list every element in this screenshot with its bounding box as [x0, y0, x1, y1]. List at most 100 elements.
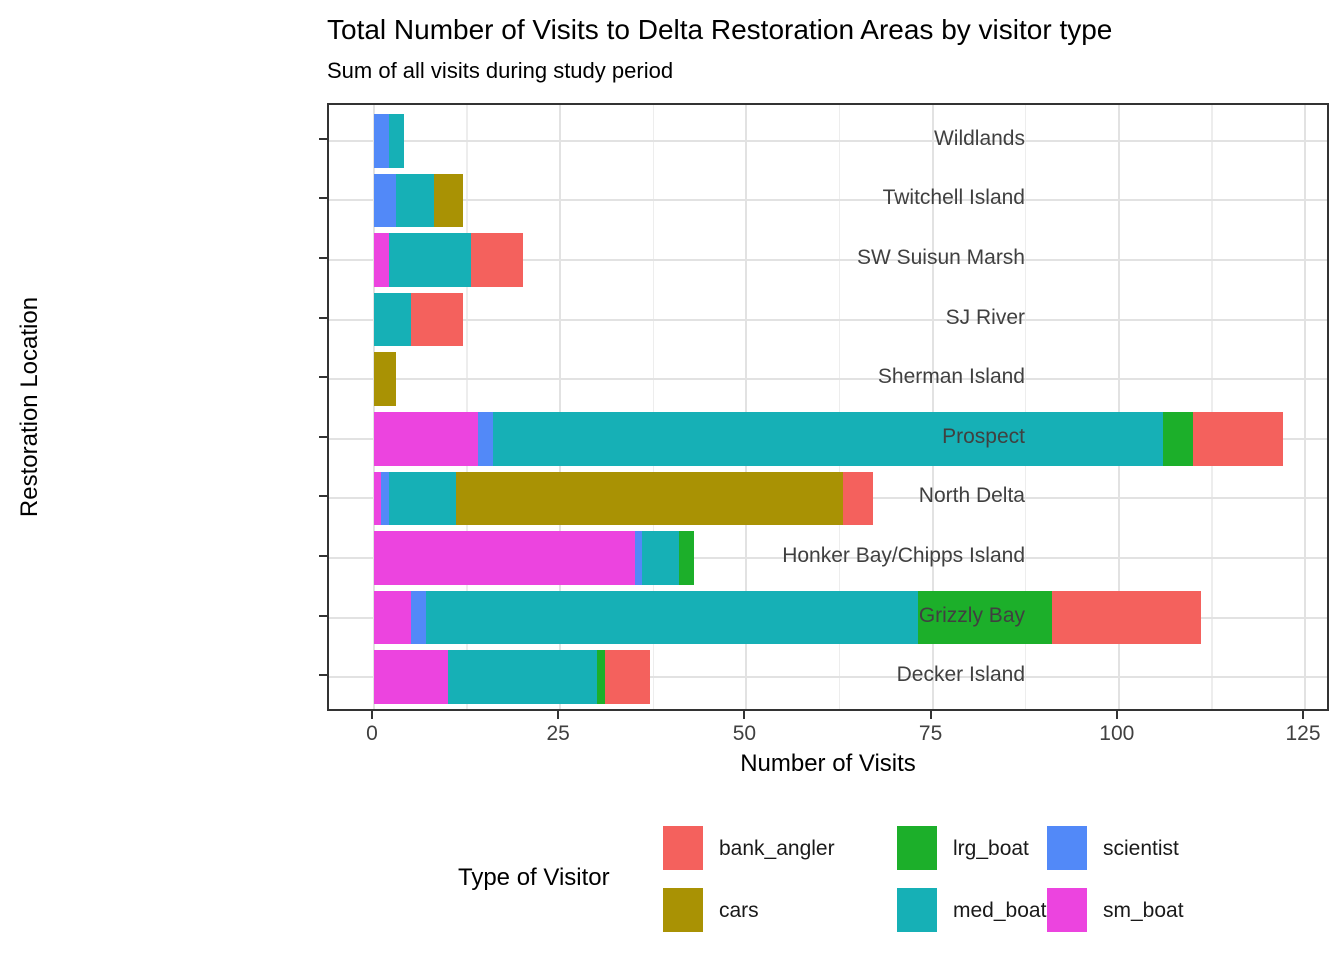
x-tick-mark: [929, 711, 932, 719]
bar-segment-scientist: [374, 173, 397, 228]
bar-segment-lrg_boat: [917, 590, 1052, 645]
gridline-major-horizontal: [329, 258, 1327, 261]
legend-label: lrg_boat: [953, 837, 1029, 860]
bar-segment-sm_boat: [374, 531, 635, 585]
y-tick-mark: [319, 435, 327, 438]
legend-label: sm_boat: [1103, 899, 1184, 922]
legend-label: bank_angler: [719, 837, 835, 860]
bar-segment-lrg_boat: [1163, 411, 1194, 466]
bar-segment-med_boat: [388, 471, 456, 526]
legend-swatch-scientist: [1047, 826, 1087, 870]
bar-segment-med_boat: [642, 531, 680, 585]
y-tick-mark: [319, 376, 327, 379]
legend-swatch-lrg_boat: [897, 826, 937, 870]
x-axis-tick-label: 125: [1285, 722, 1321, 745]
bar-segment-med_boat: [388, 233, 471, 287]
gridline-major-horizontal: [329, 378, 1327, 381]
gridline-minor-vertical: [652, 105, 655, 709]
x-axis-tick-label: 25: [546, 722, 570, 745]
gridline-minor-vertical: [1211, 105, 1213, 709]
y-tick-mark: [319, 256, 327, 259]
x-axis-title: Number of Visits: [740, 750, 916, 777]
legend-swatch-cars: [663, 888, 703, 932]
x-tick-mark: [1115, 711, 1118, 719]
bar-segment-bank_angler: [843, 471, 873, 526]
legend-title: Type of Visitor: [458, 864, 610, 891]
gridline-major-vertical: [1117, 105, 1120, 709]
y-axis-label: Sherman Island: [877, 365, 1025, 389]
legend-swatch-sm_boat: [1047, 888, 1087, 932]
x-tick-mark: [1302, 711, 1304, 719]
legend-label: med_boat: [953, 899, 1047, 922]
x-axis-tick-label: 100: [1099, 722, 1135, 745]
y-tick-mark: [319, 674, 327, 677]
legend-swatch-med_boat: [897, 888, 937, 932]
y-axis-label: Grizzly Bay: [918, 603, 1025, 627]
x-axis-tick-label: 75: [918, 722, 943, 745]
y-tick-mark: [319, 197, 327, 200]
y-axis-label: Decker Island: [896, 663, 1025, 687]
gridline-major-horizontal: [329, 318, 1327, 321]
bar-segment-med_boat: [374, 292, 412, 347]
bar-segment-med_boat: [396, 173, 434, 228]
gridline-major-vertical: [559, 105, 562, 709]
y-axis-title: Restoration Location: [16, 296, 43, 518]
y-axis-label: Honker Bay/Chipps Island: [782, 543, 1025, 567]
bar-segment-bank_angler: [470, 233, 523, 287]
bar-segment-bank_angler: [411, 292, 464, 347]
y-axis-label: SW Suisun Marsh: [856, 245, 1025, 269]
x-tick-mark: [743, 711, 746, 719]
bar-segment-med_boat: [448, 650, 598, 704]
bar-segment-med_boat: [388, 113, 404, 168]
legend-label: cars: [719, 899, 759, 922]
bar-segment-bank_angler: [604, 650, 650, 704]
y-tick-mark: [319, 554, 327, 557]
bar-segment-lrg_boat: [597, 650, 605, 704]
y-axis-label: North Delta: [918, 484, 1025, 508]
bar-segment-med_boat: [426, 590, 918, 645]
bar-segment-bank_angler: [1193, 411, 1283, 466]
bar-segment-cars: [433, 173, 464, 228]
plot-panel: [327, 103, 1329, 711]
chart-subtitle: Sum of all visits during study period: [327, 58, 674, 83]
gridline-major-vertical: [931, 105, 934, 709]
bar-segment-scientist: [478, 411, 494, 466]
bar-segment-cars: [455, 471, 844, 526]
y-axis-label: Prospect: [942, 424, 1025, 448]
bar-segment-sm_boat: [374, 590, 412, 645]
gridline-major-horizontal: [329, 676, 1327, 679]
bar-segment-sm_boat: [374, 411, 479, 466]
chart-title: Total Number of Visits to Delta Restorat…: [327, 14, 1113, 45]
gridline-minor-vertical: [1024, 105, 1027, 709]
y-axis-label: Wildlands: [933, 126, 1025, 150]
y-axis-label: Twitchell Island: [882, 186, 1025, 210]
bar-segment-scientist: [381, 471, 389, 526]
bar-segment-sm_boat: [374, 650, 449, 704]
x-axis-tick-label: 0: [366, 722, 378, 745]
bar-segment-cars: [374, 352, 397, 406]
y-tick-mark: [319, 316, 327, 319]
bar-segment-sm_boat: [374, 471, 382, 526]
bar-segment-bank_angler: [1051, 590, 1201, 645]
x-tick-mark: [371, 711, 373, 719]
bar-segment-scientist: [374, 113, 389, 168]
gridline-major-vertical: [745, 105, 748, 709]
bar-segment-scientist: [634, 531, 643, 585]
legend-swatch-bank_angler: [663, 826, 703, 870]
y-tick-mark: [319, 137, 327, 140]
gridline-major-horizontal: [329, 199, 1327, 202]
bar-segment-sm_boat: [374, 233, 389, 287]
x-axis-tick-label: 50: [732, 722, 757, 745]
y-tick-mark: [319, 614, 327, 617]
gridline-major-horizontal: [329, 556, 1327, 559]
bar-segment-med_boat: [493, 411, 1164, 466]
y-tick-mark: [319, 495, 327, 498]
bar-segment-scientist: [411, 590, 427, 645]
gridline-minor-vertical: [466, 105, 468, 709]
gridline-major-vertical: [1304, 105, 1306, 709]
gridline-major-vertical: [373, 105, 375, 709]
bar-segment-lrg_boat: [679, 531, 695, 585]
legend-label: scientist: [1103, 837, 1179, 860]
gridline-minor-vertical: [838, 105, 841, 709]
